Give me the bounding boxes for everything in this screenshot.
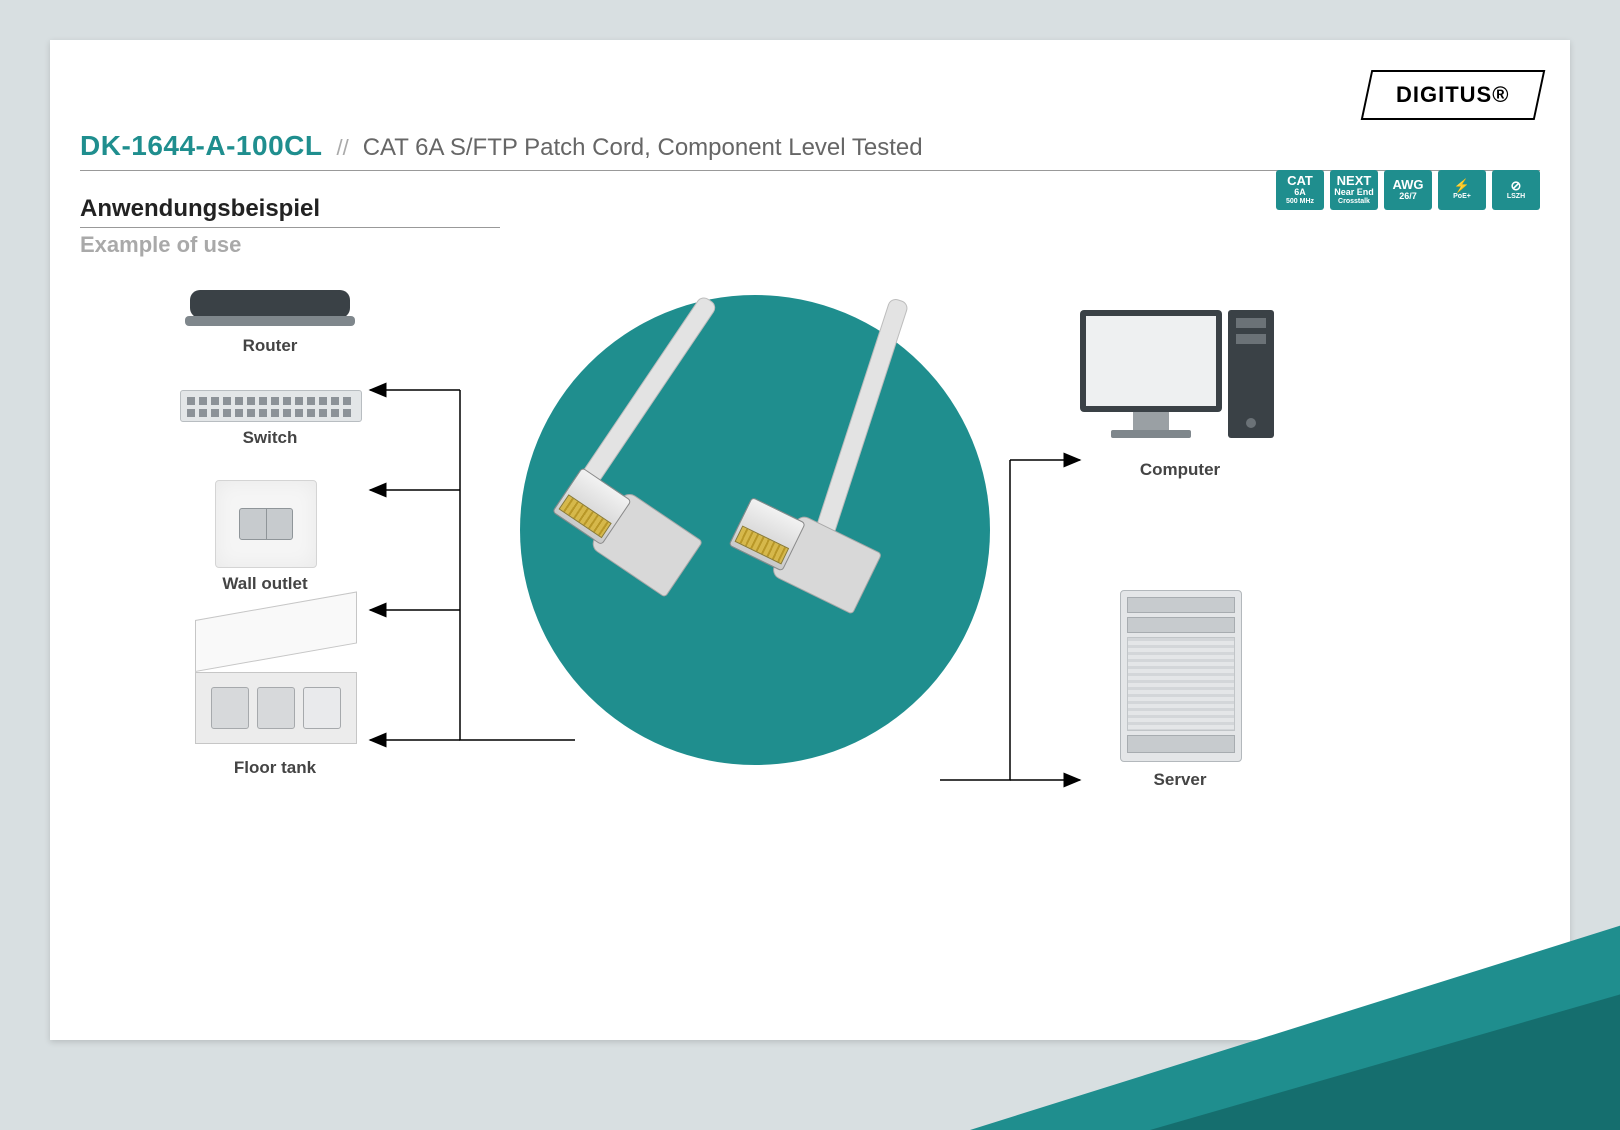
floor-tank-icon xyxy=(195,620,357,744)
switch-icon xyxy=(180,390,362,422)
server-label: Server xyxy=(1100,770,1260,790)
title-separator: // xyxy=(336,135,348,161)
brand-logo: DIGITUS® xyxy=(1361,70,1546,120)
part-number: DK-1644-A-100CL xyxy=(80,130,322,162)
product-description: CAT 6A S/FTP Patch Cord, Component Level… xyxy=(363,134,923,162)
section-title-de: Anwendungsbeispiel xyxy=(80,195,500,228)
floor-tank-label: Floor tank xyxy=(195,758,355,778)
wall-outlet-icon xyxy=(215,480,317,568)
brand-text: DIGITUS® xyxy=(1396,82,1509,108)
section-title-en: Example of use xyxy=(80,232,241,258)
switch-label: Switch xyxy=(190,428,350,448)
title-row: DK-1644-A-100CL // CAT 6A S/FTP Patch Co… xyxy=(80,130,1540,171)
spec-badge-2: AWG26/7 xyxy=(1384,170,1432,210)
server-icon xyxy=(1120,590,1242,762)
router-icon xyxy=(190,290,355,326)
product-slide: DIGITUS® DK-1644-A-100CL // CAT 6A S/FTP… xyxy=(50,40,1570,1040)
spec-badge-4: ⊘LSZH xyxy=(1492,170,1540,210)
wall-outlet-label: Wall outlet xyxy=(185,574,345,594)
decor-triangle-dark xyxy=(1150,980,1620,1130)
use-case-diagram: Router Switch Wall outlet Floor tank xyxy=(80,260,1540,980)
spec-badge-0: CAT6A500 MHz xyxy=(1276,170,1324,210)
computer-label: Computer xyxy=(1100,460,1260,480)
spec-badge-1: NEXTNear EndCrosstalk xyxy=(1330,170,1378,210)
spec-badge-3: ⚡PoE+ xyxy=(1438,170,1486,210)
spec-badges: CAT6A500 MHzNEXTNear EndCrosstalkAWG26/7… xyxy=(1276,170,1540,210)
router-label: Router xyxy=(190,336,350,356)
computer-icon xyxy=(1080,310,1274,438)
